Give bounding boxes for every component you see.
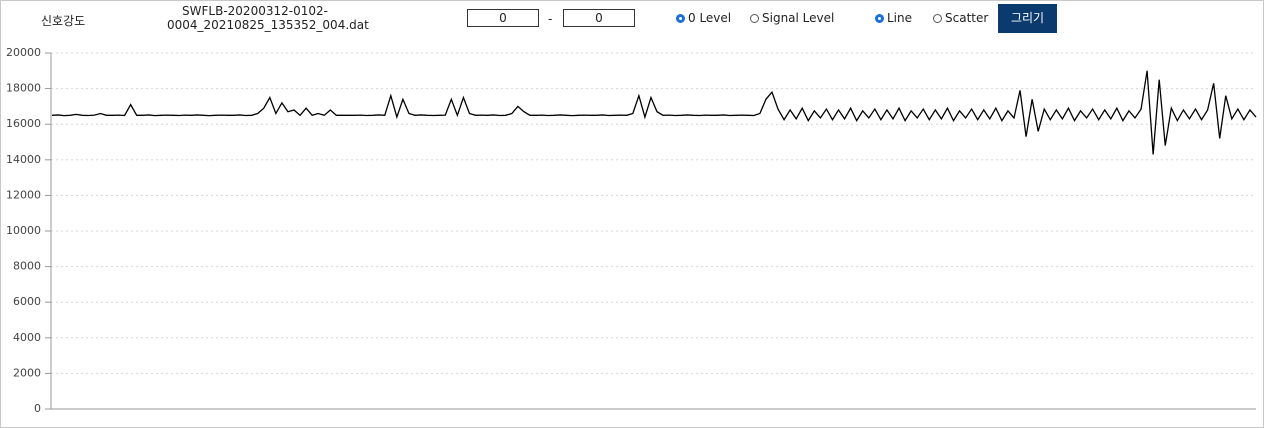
- radio-label: Line: [887, 11, 913, 25]
- range-start[interactable]: 0: [467, 9, 539, 27]
- y-tick-label: 6000: [13, 295, 41, 308]
- y-tick-label: 0: [34, 402, 41, 415]
- y-tick-label: 18000: [6, 82, 41, 95]
- y-tick-label: 16000: [6, 117, 41, 130]
- draw-button[interactable]: 그리기: [998, 4, 1057, 33]
- y-tick-label: 8000: [13, 260, 41, 273]
- panel-label: 신호강도: [41, 14, 86, 28]
- y-tick-label: 10000: [6, 224, 41, 237]
- signal-line: [51, 70, 1257, 155]
- radio-label: Signal Level: [762, 11, 835, 25]
- range-separator: -: [548, 12, 553, 26]
- radio-button[interactable]: [875, 13, 884, 23]
- radio-option[interactable]: Line: [875, 11, 912, 25]
- range-end[interactable]: 0: [563, 9, 635, 27]
- y-tick-label: 2000: [13, 366, 41, 379]
- radio-label: Scatter: [945, 11, 989, 25]
- radio-label: 0 Level: [688, 11, 732, 25]
- y-tick-label: 20000: [6, 46, 41, 59]
- radio-option[interactable]: 0 Level: [676, 11, 731, 25]
- radio-button[interactable]: [750, 13, 759, 23]
- radio-option[interactable]: Scatter: [933, 11, 988, 25]
- file-name: SWFLB-20200312-0102-0004_20210825_135352…: [167, 4, 369, 32]
- y-tick-label: 14000: [6, 153, 41, 166]
- radio-button[interactable]: [933, 13, 942, 23]
- radio-option[interactable]: Signal Level: [750, 11, 834, 25]
- radio-button[interactable]: [676, 13, 685, 23]
- y-tick-label: 12000: [6, 188, 41, 201]
- y-tick-label: 4000: [13, 331, 41, 344]
